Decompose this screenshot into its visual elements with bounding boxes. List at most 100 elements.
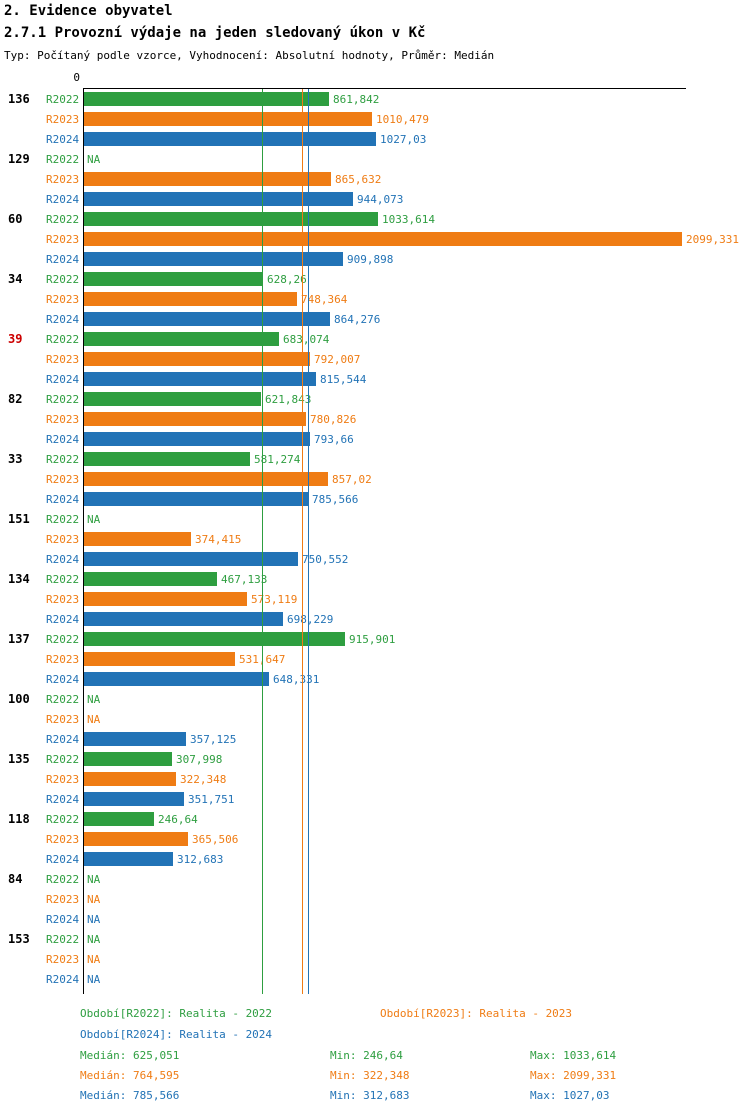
chart-row: 84 R2022 NA [0, 869, 750, 889]
chart-row: R2024 NA [0, 969, 750, 989]
bar-value-label: 861,842 [333, 93, 380, 106]
chart-row: 33 R2022 581,274 [0, 449, 750, 469]
chart-row: R2024 312,683 [0, 849, 750, 869]
group-label: 137 [8, 632, 30, 646]
bar-na-label: NA [87, 953, 101, 966]
bar [84, 172, 331, 186]
bar [84, 392, 261, 406]
bar-area: 815,544 [84, 369, 750, 389]
stat-min: Min: 312,683 [330, 1089, 410, 1102]
bar [84, 352, 310, 366]
series-label: R2023 [46, 173, 80, 186]
group-label: 153 [8, 932, 30, 946]
chart-row: R2024 944,073 [0, 189, 750, 209]
bar-value-label: 864,276 [334, 313, 381, 326]
stat-max: Max: 1027,03 [530, 1089, 610, 1102]
bar [84, 592, 247, 606]
bar-value-label: 581,274 [254, 453, 301, 466]
series-label: R2024 [46, 973, 80, 986]
bar [84, 572, 217, 586]
chart-row: R2023 1010,479 [0, 109, 750, 129]
bar-value-label: 683,074 [283, 333, 330, 346]
bar-area: 307,998 [84, 749, 750, 769]
series-label: R2024 [46, 913, 80, 926]
group-label: 60 [8, 212, 23, 226]
bar-area: 785,566 [84, 489, 750, 509]
bar-value-label: 944,073 [357, 193, 404, 206]
series-label: R2022 [46, 573, 80, 586]
bar-value-label: 322,348 [180, 773, 227, 786]
stat-median: Medián: 785,566 [80, 1089, 180, 1102]
bar-value-label: 573,119 [251, 593, 298, 606]
bar [84, 372, 316, 386]
group-label: 129 [8, 152, 30, 166]
bar-area: NA [84, 869, 750, 889]
bar-na-label: NA [87, 913, 101, 926]
y-axis-line [83, 88, 84, 994]
bar-value-label: 698,229 [287, 613, 334, 626]
bar-value-label: 374,415 [195, 533, 242, 546]
chart-row: 82 R2022 621,843 [0, 389, 750, 409]
series-label: R2024 [46, 133, 80, 146]
series-label: R2023 [46, 113, 80, 126]
bar-area: 865,632 [84, 169, 750, 189]
bar-value-label: 365,506 [192, 833, 239, 846]
stats-row-r2023: Medián: 764,595 Min: 322,348 Max: 2099,3… [80, 1067, 745, 1087]
bar-na-label: NA [87, 873, 101, 886]
chart-row: R2024 815,544 [0, 369, 750, 389]
bar-area: 1010,479 [84, 109, 750, 129]
bar [84, 812, 154, 826]
bar-area: 621,843 [84, 389, 750, 409]
bar-value-label: 351,751 [188, 793, 235, 806]
bar-value-label: 2099,331 [686, 233, 739, 246]
chart-row: 60 R2022 1033,614 [0, 209, 750, 229]
chart-row: R2023 2099,331 [0, 229, 750, 249]
bar [84, 852, 173, 866]
chart-row: R2023 865,632 [0, 169, 750, 189]
bar-value-label: 793,66 [314, 433, 354, 446]
group-label: 134 [8, 572, 30, 586]
bar-area: 857,02 [84, 469, 750, 489]
series-label: R2022 [46, 213, 80, 226]
bar-value-label: 1027,03 [380, 133, 427, 146]
stat-max: Max: 2099,331 [530, 1069, 617, 1082]
bar-value-label: 915,901 [349, 633, 396, 646]
bar-na-label: NA [87, 973, 101, 986]
bar [84, 672, 269, 686]
bar [84, 272, 263, 286]
series-label: R2023 [46, 833, 80, 846]
chart-row: R2024 698,229 [0, 609, 750, 629]
bar-area: 351,751 [84, 789, 750, 809]
bar-area: NA [84, 509, 750, 529]
bar-value-label: 785,566 [312, 493, 359, 506]
chart-row: R2024 750,552 [0, 549, 750, 569]
bar-area: NA [84, 929, 750, 949]
chart-row: 34 R2022 628,26 [0, 269, 750, 289]
series-label: R2022 [46, 273, 80, 286]
bar-area: 374,415 [84, 529, 750, 549]
group-label: 135 [8, 752, 30, 766]
chart-row: R2023 NA [0, 949, 750, 969]
bar [84, 432, 310, 446]
chart-row: R2023 531,647 [0, 649, 750, 669]
bar [84, 232, 682, 246]
chart-row: R2023 780,826 [0, 409, 750, 429]
bar-value-label: 750,552 [302, 553, 349, 566]
bar-area: 322,348 [84, 769, 750, 789]
bar-value-label: 815,544 [320, 373, 367, 386]
chart-row: R2024 785,566 [0, 489, 750, 509]
bar [84, 412, 306, 426]
legend-item-r2022: Období[R2022]: Realita - 2022 [80, 1007, 273, 1020]
bar-area: 909,898 [84, 249, 750, 269]
series-label: R2023 [46, 293, 80, 306]
series-label: R2022 [46, 453, 80, 466]
bar [84, 732, 186, 746]
chart-row: 137 R2022 915,901 [0, 629, 750, 649]
chart-row: R2023 573,119 [0, 589, 750, 609]
bar-na-label: NA [87, 933, 101, 946]
chart-row: 135 R2022 307,998 [0, 749, 750, 769]
bar [84, 832, 188, 846]
legend-item-r2024: Období[R2024]: Realita - 2024 [80, 1028, 273, 1041]
stat-min: Min: 322,348 [330, 1069, 410, 1082]
